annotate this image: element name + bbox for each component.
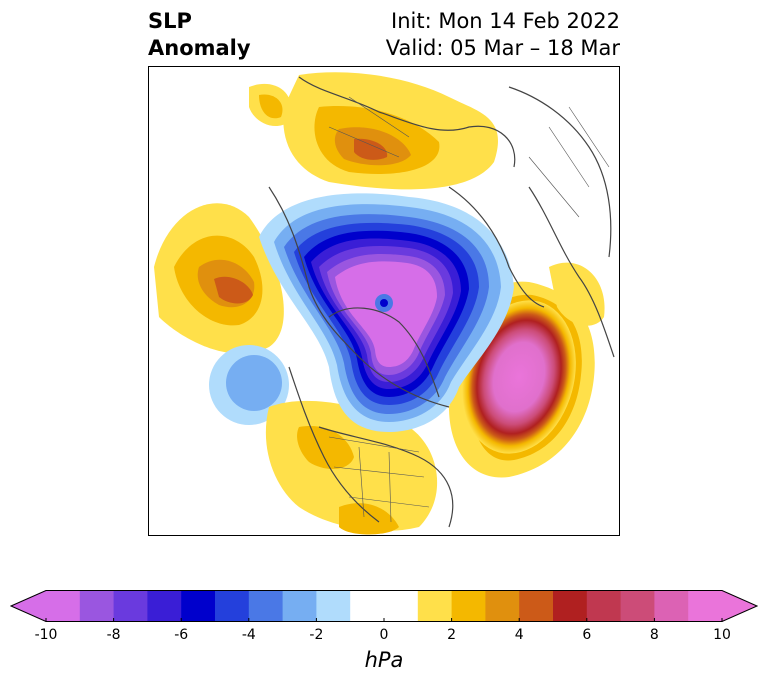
colorbar-tick-label: 2 bbox=[447, 627, 457, 643]
colorbar-segment bbox=[417, 590, 453, 622]
colorbar-segment bbox=[350, 590, 385, 622]
colorbar-tick-label: 10 bbox=[713, 627, 731, 643]
west-pacific-low-anomaly bbox=[209, 345, 289, 425]
colorbar-tick-label: 4 bbox=[514, 627, 524, 643]
map-panel bbox=[148, 66, 620, 536]
colorbar-extend-max bbox=[722, 590, 757, 622]
colorbar-extend-min bbox=[11, 590, 46, 622]
colorbar-tick-label: 0 bbox=[379, 627, 389, 643]
valid-range-label: Valid: 05 Mar – 18 Mar bbox=[385, 36, 620, 60]
colorbar-graphic bbox=[9, 590, 759, 622]
colorbar-segment bbox=[519, 590, 554, 622]
title-line-1: SLP bbox=[148, 9, 192, 33]
colorbar-tick-label: 8 bbox=[649, 627, 659, 643]
colorbar-segment bbox=[384, 590, 419, 622]
colorbar-segment bbox=[248, 590, 284, 622]
plot-subtitle: Init: Mon 14 Feb 2022 Valid: 05 Mar – 18… bbox=[386, 8, 620, 62]
eurasia-high-anomaly bbox=[249, 72, 498, 190]
colorbar-segment bbox=[485, 590, 520, 622]
colorbar-tick-label: 6 bbox=[582, 627, 592, 643]
plot-title: SLP Anomaly bbox=[148, 8, 251, 62]
coastlines bbox=[268, 76, 615, 528]
colorbar-segment bbox=[620, 590, 655, 622]
colorbar-tick-label: -8 bbox=[106, 627, 121, 643]
colorbar-segment bbox=[586, 590, 622, 622]
colorbar-segment bbox=[147, 590, 182, 622]
colorbar-segment bbox=[654, 590, 689, 622]
colorbar bbox=[9, 590, 759, 622]
colorbar-tick-label: -4 bbox=[241, 627, 256, 643]
colorbar-units-label: hPa bbox=[364, 648, 404, 672]
colorbar-segment bbox=[113, 590, 148, 622]
init-date-label: Init: Mon 14 Feb 2022 bbox=[391, 9, 620, 33]
colorbar-tick-label: -2 bbox=[309, 627, 324, 643]
north-america-high-anomaly bbox=[265, 400, 438, 535]
colorbar-segment bbox=[215, 590, 250, 622]
colorbar-segment bbox=[688, 590, 723, 622]
colorbar-segment bbox=[181, 590, 216, 622]
country-borders bbox=[328, 96, 610, 523]
colorbar-tick-label: -10 bbox=[34, 627, 58, 643]
colorbar-segment bbox=[316, 590, 351, 622]
colorbar-segment bbox=[79, 590, 115, 622]
pacific-high-anomaly bbox=[154, 203, 284, 354]
slp-anomaly-map bbox=[154, 72, 615, 535]
colorbar-segment bbox=[46, 590, 81, 622]
title-line-2: Anomaly bbox=[148, 36, 251, 60]
colorbar-segment bbox=[553, 590, 588, 622]
colorbar-tick-label: -6 bbox=[174, 627, 189, 643]
colorbar-segment bbox=[451, 590, 486, 622]
colorbar-segment bbox=[282, 590, 317, 622]
